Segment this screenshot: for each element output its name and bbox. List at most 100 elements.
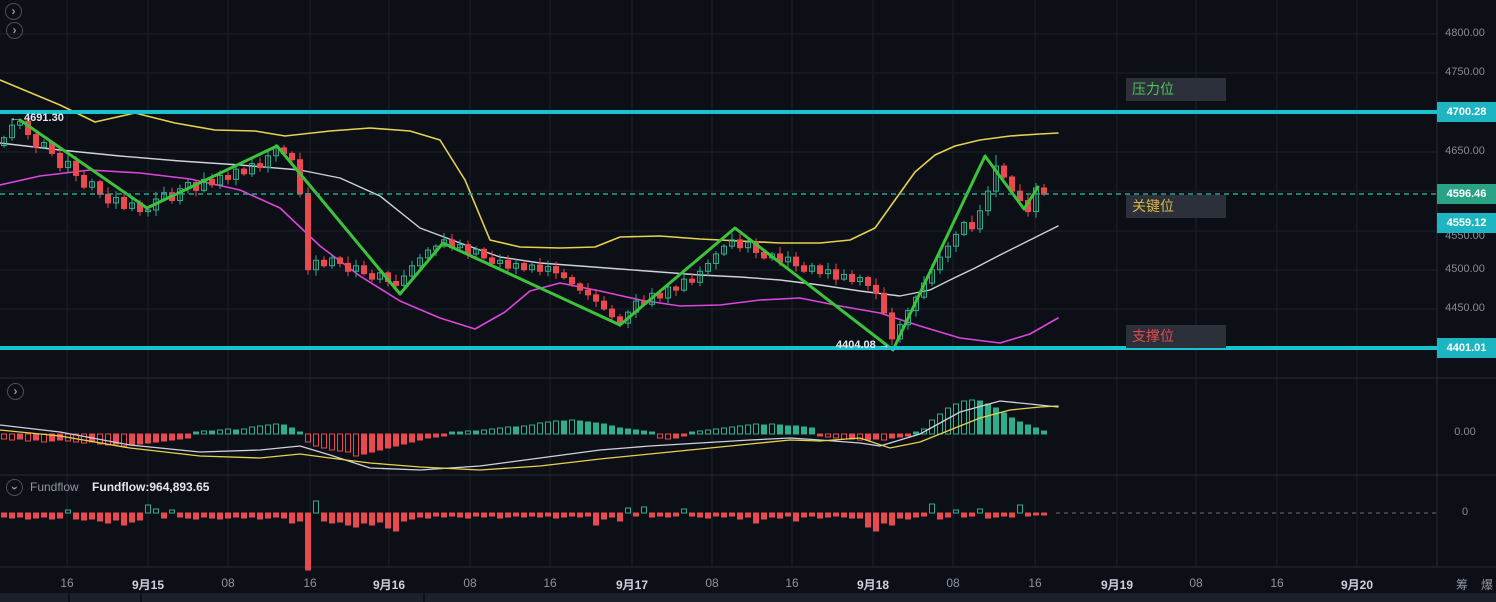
- candle-body: [417, 257, 423, 267]
- macd-histogram-bar: [537, 422, 543, 435]
- candle-body: [937, 256, 943, 271]
- macd-histogram-bar: [409, 433, 415, 443]
- macd-histogram-bar: [841, 433, 847, 440]
- candle-body: [41, 141, 47, 148]
- fundflow-bar: [9, 512, 15, 519]
- key-level-label[interactable]: 关键位: [1126, 195, 1226, 218]
- fundflow-bar: [345, 512, 351, 526]
- fundflow-bar: [441, 512, 447, 518]
- candle-body: [313, 259, 319, 271]
- candle-body: [377, 272, 383, 280]
- macd-histogram-bar: [1033, 427, 1039, 435]
- candle-body: [329, 257, 335, 267]
- fundflow-bar: [609, 512, 615, 518]
- fundflow-bar: [897, 512, 903, 519]
- candle-body: [873, 284, 879, 294]
- level-price-badge: 4700.28: [1437, 102, 1496, 122]
- candle-body: [513, 262, 519, 269]
- macd-histogram-bar: [625, 428, 631, 435]
- candle-body: [825, 269, 831, 275]
- time-axis-date-label: 9月16: [372, 578, 406, 592]
- legend-toggle-indicator[interactable]: ›: [6, 22, 23, 39]
- macd-histogram-bar: [473, 430, 479, 435]
- fundflow-bar: [865, 512, 871, 528]
- macd-histogram-bar: [233, 429, 239, 435]
- chips-distribution-button[interactable]: 筹: [1456, 578, 1469, 592]
- macd-histogram-bar: [601, 423, 607, 435]
- candle-body: [457, 244, 463, 249]
- candle-body: [785, 256, 791, 263]
- macd-histogram-bar: [185, 433, 191, 439]
- macd-histogram-bar: [833, 433, 839, 439]
- fundflow-bar: [241, 512, 247, 519]
- fundflow-bar: [193, 512, 199, 520]
- fundflow-bar: [217, 512, 223, 520]
- fundflow-bar: [225, 512, 231, 519]
- fundflow-bar: [329, 512, 335, 524]
- macd-histogram-bar: [729, 426, 735, 435]
- candle-body: [33, 134, 39, 148]
- macd-histogram-bar: [505, 426, 511, 435]
- candle-body: [809, 265, 815, 272]
- fundflow-bar: [105, 512, 111, 524]
- macd-histogram-bar: [585, 421, 591, 435]
- fundflow-bar: [409, 512, 415, 520]
- fundflow-bar: [129, 512, 135, 523]
- fundflow-bar: [369, 512, 375, 526]
- fundflow-bar: [73, 512, 79, 520]
- chevron-down-icon: ›: [7, 485, 22, 490]
- fundflow-bar: [169, 509, 175, 514]
- fundflow-bar: [473, 512, 479, 517]
- legend-toggle-main[interactable]: ›: [5, 3, 22, 20]
- price-axis-label: 4650.00: [1445, 145, 1485, 157]
- resistance-level-label[interactable]: 压力位: [1126, 78, 1226, 101]
- candle-body: [697, 270, 703, 283]
- macd-histogram-bar: [649, 431, 655, 435]
- candle-body: [761, 251, 767, 259]
- macd-histogram-bar: [145, 433, 151, 444]
- fundflow-bar: [81, 512, 87, 521]
- fundflow-bar: [745, 512, 751, 518]
- macd-histogram-bar: [305, 433, 311, 443]
- legend-toggle-fundflow[interactable]: ›: [6, 479, 23, 496]
- fundflow-bar: [641, 506, 647, 514]
- fundflow-bar: [569, 512, 575, 517]
- macd-histogram-bar: [705, 429, 711, 435]
- legend-toggle-macd[interactable]: ›: [7, 383, 24, 400]
- macd-histogram-bar: [265, 424, 271, 435]
- fundflow-bar: [233, 512, 239, 518]
- fundflow-bar: [489, 512, 495, 517]
- candle-body: [737, 239, 743, 249]
- fundflow-bar: [1033, 512, 1039, 516]
- fundflow-bar: [185, 512, 191, 519]
- fundflow-bar: [681, 508, 687, 514]
- macd-histogram-bar: [929, 419, 935, 435]
- zigzag-trendline: [18, 118, 1040, 352]
- candle-body: [1001, 165, 1007, 178]
- fundflow-bar: [633, 512, 639, 517]
- candle-body: [585, 289, 591, 296]
- macd-histogram-bar: [465, 430, 471, 435]
- candle-body: [145, 209, 151, 213]
- fundflow-bar: [513, 512, 519, 517]
- candle-body: [289, 152, 295, 161]
- candle-body: [953, 233, 959, 247]
- candle-body: [681, 278, 687, 291]
- candle-body: [833, 269, 839, 280]
- macd-histogram-bar: [561, 420, 567, 435]
- macd-histogram-bar: [721, 427, 727, 435]
- fundflow-bar: [481, 512, 487, 518]
- support-level-label[interactable]: 支撑位: [1126, 325, 1226, 348]
- candle-body: [409, 265, 415, 277]
- horizontal-scrollbar[interactable]: [0, 593, 1496, 602]
- band-middle-line: [0, 142, 1059, 297]
- fundflow-bar: [1, 512, 7, 518]
- liquidation-button[interactable]: 爆: [1481, 578, 1494, 592]
- candle-body: [393, 280, 399, 286]
- candle-body: [745, 241, 751, 249]
- fundflow-bar: [25, 512, 31, 520]
- current-price-badge: 4596.46: [1437, 184, 1496, 204]
- candle-body: [729, 239, 735, 247]
- fundflow-bar: [65, 509, 71, 514]
